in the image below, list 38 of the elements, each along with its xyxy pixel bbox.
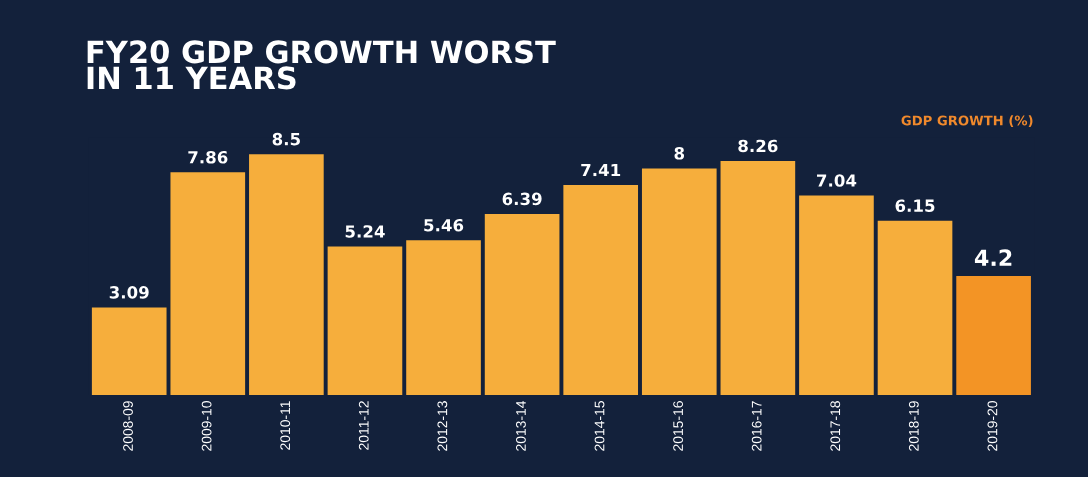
data-label: 5.46 xyxy=(424,218,464,232)
x-tick-label: 2018-19 xyxy=(908,401,919,451)
bar xyxy=(327,246,403,395)
x-tick-label: 2019-20 xyxy=(987,401,998,451)
x-tick-label: 2016-17 xyxy=(751,401,762,451)
data-label: 7.86 xyxy=(188,150,228,164)
data-label: 4.2 xyxy=(974,249,1012,266)
bar xyxy=(484,213,560,395)
data-label: 6.15 xyxy=(895,199,935,212)
data-label: 8.5 xyxy=(272,132,300,146)
data-label: 5.24 xyxy=(345,225,385,238)
data-label: 7.41 xyxy=(581,163,621,177)
bar xyxy=(641,168,717,395)
bar xyxy=(956,276,1031,395)
bar xyxy=(170,172,246,395)
chart-title: FY20 GDP GROWTH WORST IN 11 YEARS xyxy=(87,40,556,90)
data-label: 8 xyxy=(674,147,685,160)
bar xyxy=(249,154,324,395)
bar xyxy=(720,161,796,395)
x-tick-label: 2012-13 xyxy=(437,401,448,451)
x-tick-label: 2008-09 xyxy=(123,401,133,451)
x-tick-label: 2010-11 xyxy=(280,401,291,450)
bar xyxy=(91,307,167,395)
bar xyxy=(406,240,481,395)
data-label: 8.26 xyxy=(738,139,778,153)
bar xyxy=(877,220,953,395)
x-tick-label: 2011-12 xyxy=(358,401,369,450)
x-tick-label: 2014-15 xyxy=(594,401,605,451)
x-tick-label: 2017-18 xyxy=(830,401,841,451)
x-tick-label: 2015-16 xyxy=(673,401,684,451)
x-tick-label: 2009-10 xyxy=(201,401,212,451)
x-tick-label: 2013-14 xyxy=(516,400,526,451)
text: GDP GROWTH (%) xyxy=(901,115,1033,128)
bar xyxy=(799,195,874,395)
data-label: 3.09 xyxy=(109,286,149,299)
data-label: 6.39 xyxy=(502,192,542,206)
bar xyxy=(563,185,639,395)
data-label: 7.04 xyxy=(817,174,857,187)
